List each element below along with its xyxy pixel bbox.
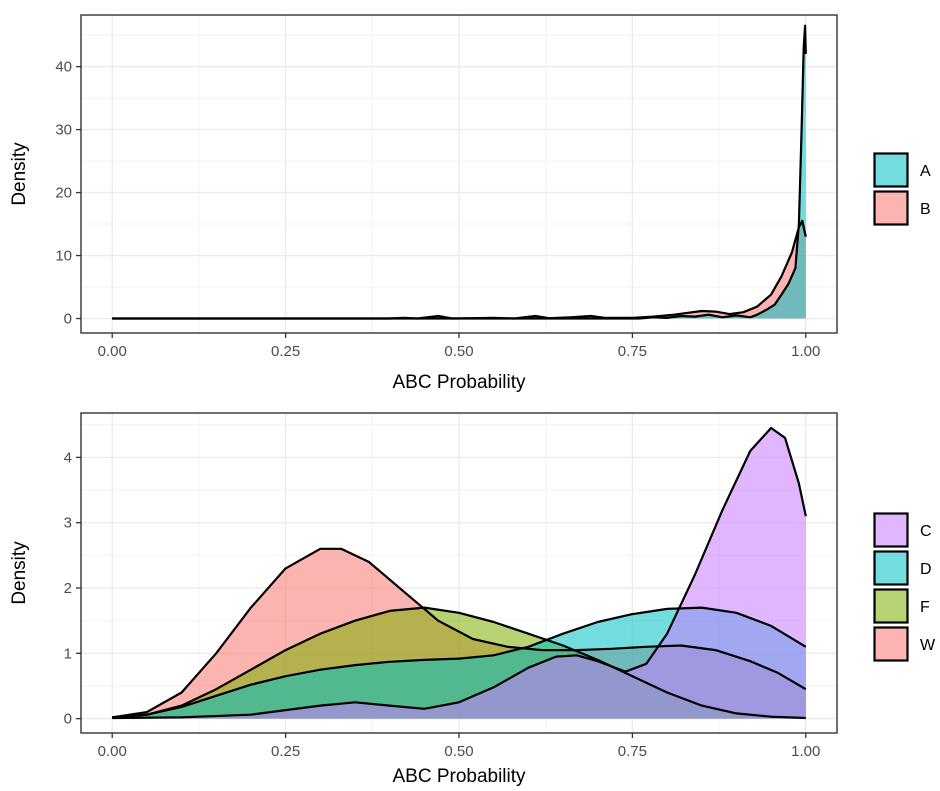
y-tick-label: 20 [55, 185, 72, 202]
legend-key-D [873, 550, 909, 586]
y-tick-label: 4 [64, 449, 72, 466]
density-line-W [112, 547, 807, 719]
density-line-A [112, 24, 807, 320]
x-tick-label: 0.25 [271, 743, 300, 760]
legend-key-F [873, 588, 909, 624]
legend: AB [873, 152, 931, 226]
density-line-F [112, 606, 806, 720]
x-tick-label: 0.25 [271, 343, 300, 360]
legend: C D F W [873, 512, 936, 662]
legend-key-C [873, 512, 909, 548]
y-tick-label: 40 [55, 59, 72, 76]
y-axis: 0 10 20 30 40 [55, 59, 81, 328]
density-line-C [112, 426, 807, 720]
x-tick-label: 0.50 [444, 743, 473, 760]
density-areas [112, 24, 807, 320]
chart-panel-1: 0.00 0.25 0.50 0.75 1.00 0 10 20 30 40 ABC Probabi… [9, 14, 931, 393]
y-tick-label: 3 [64, 515, 72, 532]
legend-key-W [873, 626, 909, 662]
x-tick-label: 0.00 [98, 743, 127, 760]
legend-label-F: F [920, 599, 930, 616]
y-tick-label: 2 [64, 580, 72, 597]
legend-label-D: D [920, 561, 932, 578]
density-area-C [112, 428, 806, 719]
x-tick-label: 1.00 [791, 743, 820, 760]
legend-key-B [873, 190, 909, 226]
x-axis-title: ABC Probability [392, 766, 526, 787]
x-axis: 0.00 0.25 0.50 0.75 1.00 [98, 733, 820, 760]
x-tick-label: 0.75 [618, 343, 647, 360]
legend-label-B: B [920, 201, 931, 218]
x-tick-label: 0.50 [444, 343, 473, 360]
y-tick-label: 10 [55, 248, 72, 265]
legend-key-A [873, 152, 909, 188]
density-line-D [112, 606, 807, 719]
x-axis: 0.00 0.25 0.50 0.75 1.00 [98, 333, 820, 360]
x-axis-title: ABC Probability [392, 372, 526, 393]
x-tick-label: 0.00 [98, 343, 127, 360]
chart-panel-2: 0.00 0.25 0.50 0.75 1.00 0 1 2 3 4 ABC Probability… [9, 412, 936, 787]
y-tick-label: 30 [55, 122, 72, 139]
legend-label-C: C [920, 523, 932, 540]
y-tick-label: 1 [64, 645, 72, 662]
x-tick-label: 0.75 [618, 743, 647, 760]
y-axis-title: Density [9, 142, 30, 206]
x-tick-label: 1.00 [791, 343, 820, 360]
y-tick-label: 0 [64, 311, 72, 328]
legend-label-W: W [920, 637, 936, 654]
legend-label-A: A [920, 163, 931, 180]
density-areas [112, 426, 807, 720]
y-tick-label: 0 [64, 711, 72, 728]
y-axis: 0 1 2 3 4 [64, 449, 81, 728]
y-axis-title: Density [9, 541, 30, 605]
